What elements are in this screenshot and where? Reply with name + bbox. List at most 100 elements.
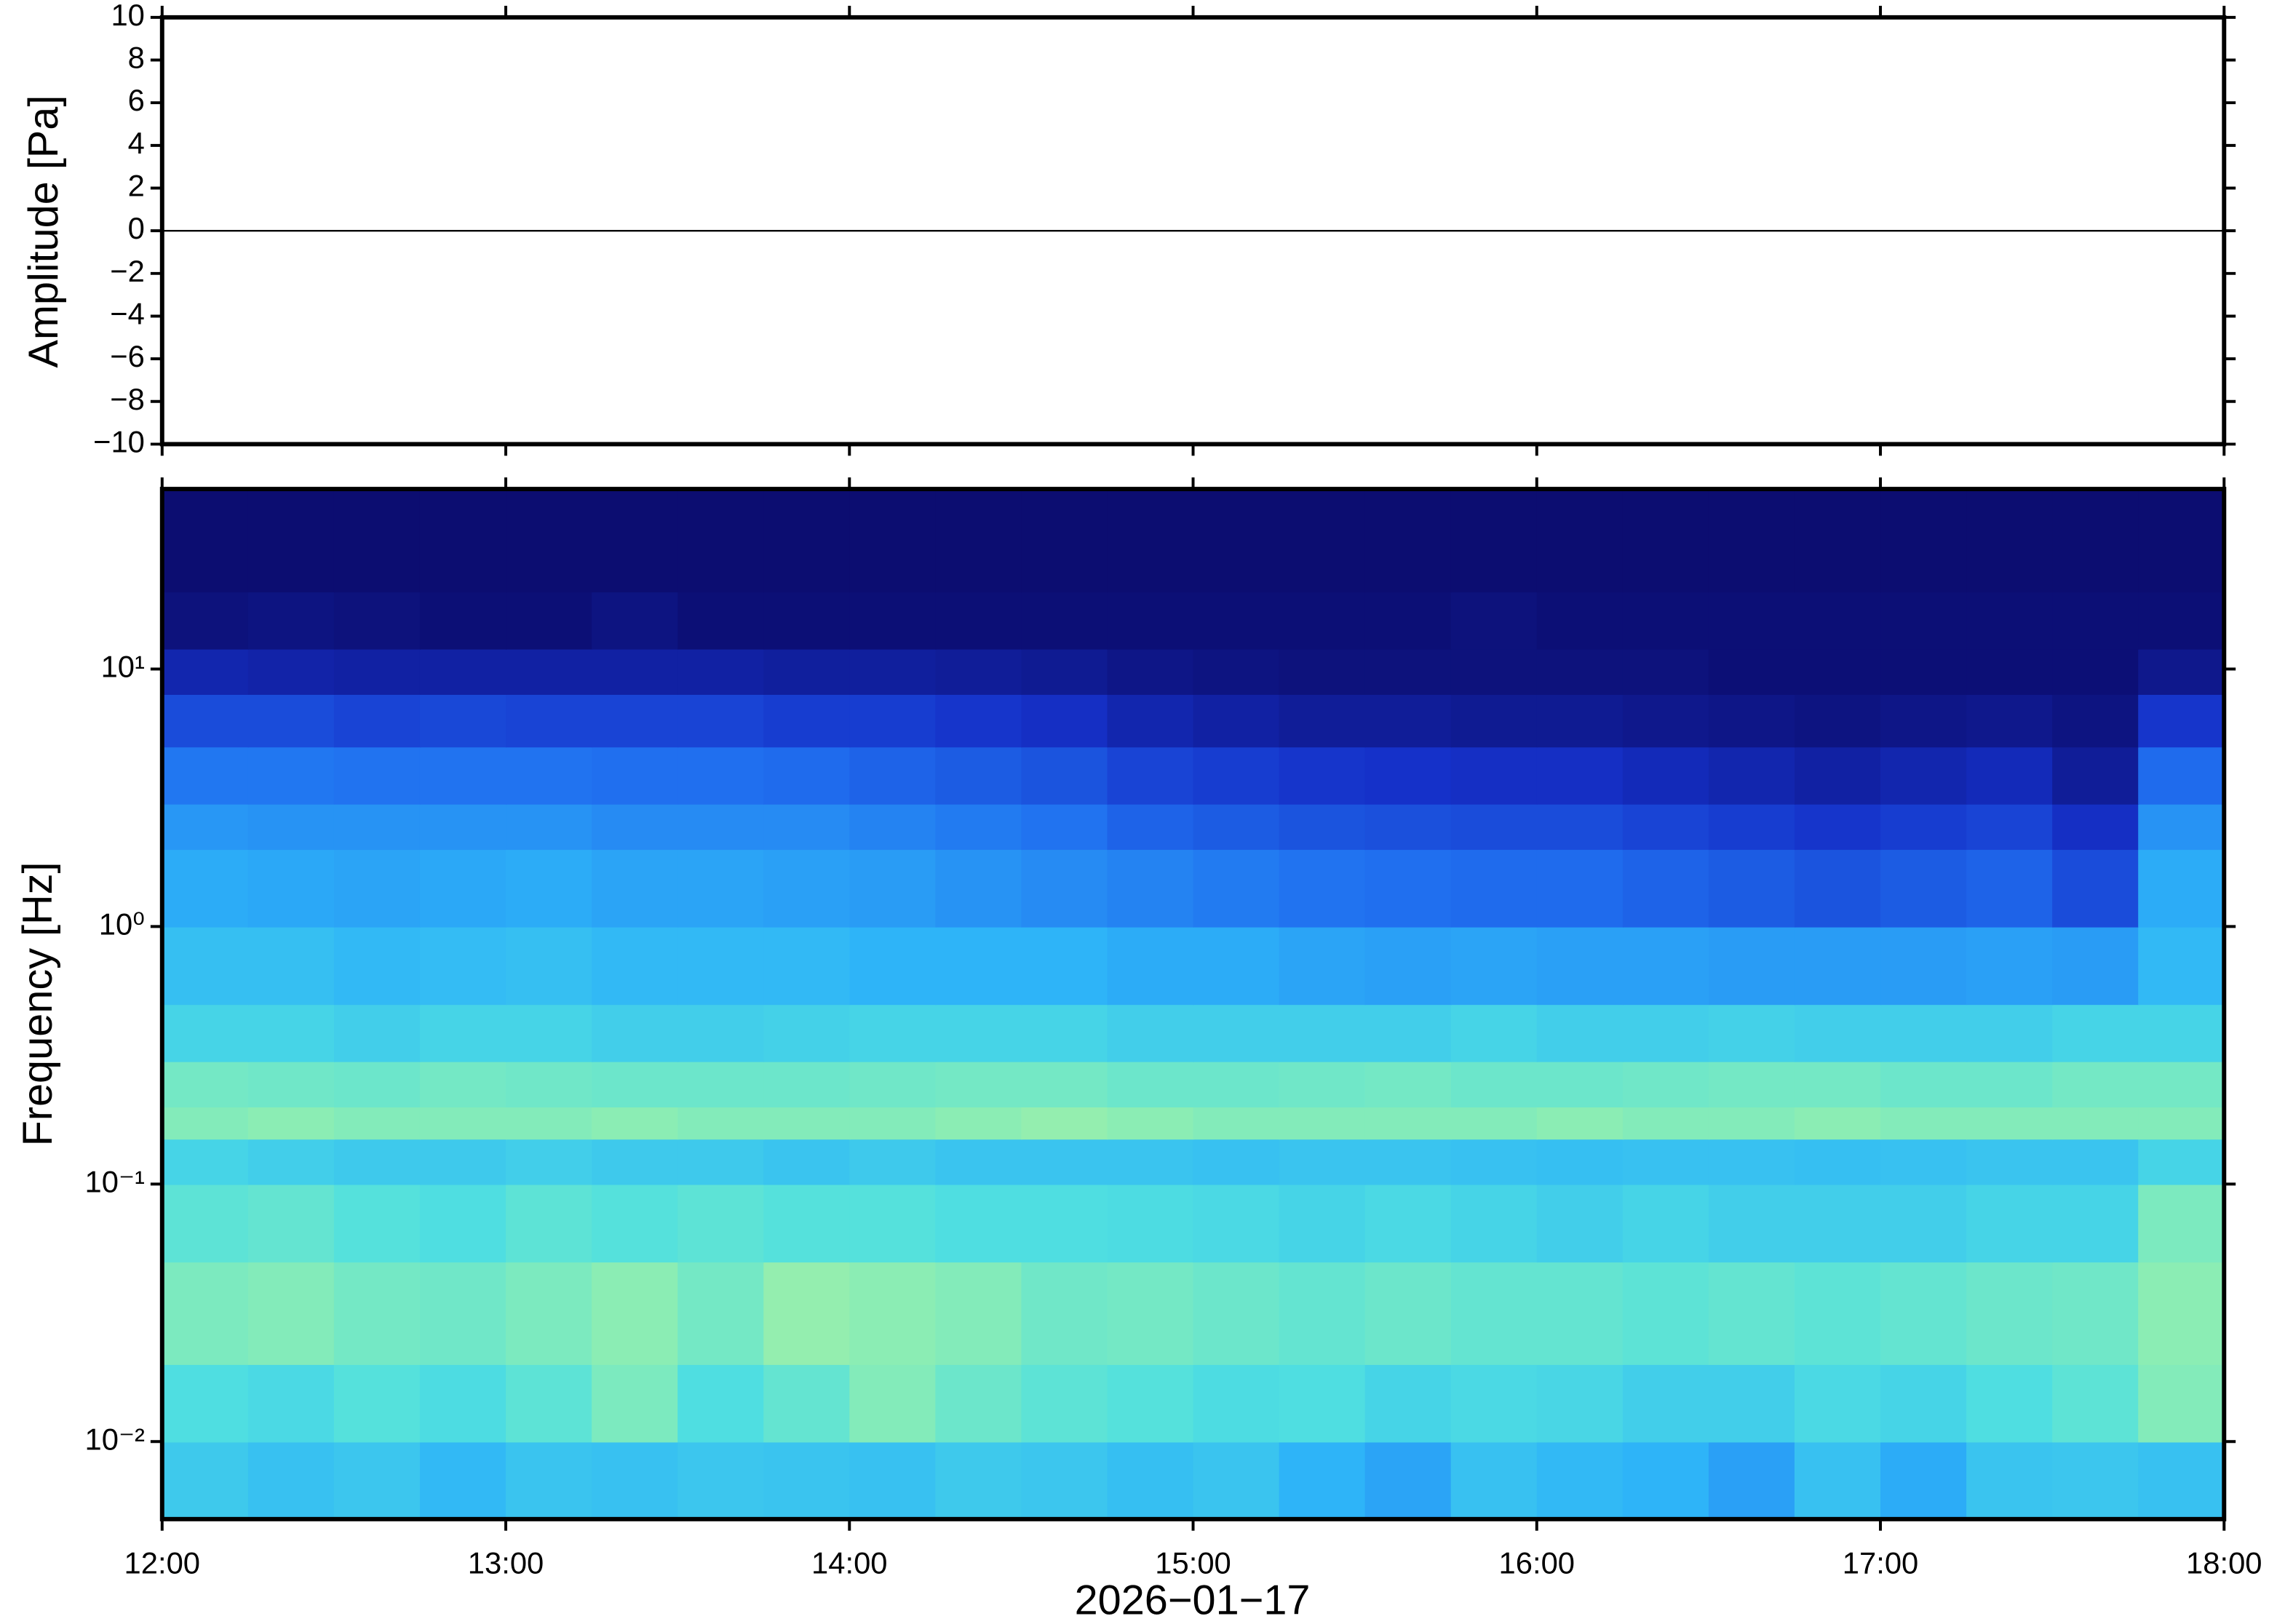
spectrogram-cell: [1450, 747, 1538, 805]
spectrogram-cell: [677, 1139, 765, 1185]
spectrogram-cell: [506, 848, 593, 928]
spectrogram-cell: [1880, 1003, 1968, 1062]
spectrogram-cell: [506, 1106, 593, 1140]
spectrogram-cell: [419, 848, 507, 928]
spectrogram-cell: [1966, 591, 2054, 650]
spectrogram-cell: [1536, 1184, 1624, 1263]
spectrogram-cell: [935, 693, 1022, 748]
spectrogram-cell: [333, 693, 421, 748]
spectrogram-cell: [333, 1261, 421, 1365]
spectrogram-cell: [506, 1139, 593, 1185]
spectrogram-cell: [1193, 747, 1280, 805]
spectrogram-cell: [162, 926, 250, 1006]
spectrogram-cell: [1107, 1441, 1194, 1521]
spectrogram-cell: [419, 591, 507, 650]
spectrogram-cell: [1450, 648, 1538, 695]
spectrogram-cell: [1193, 1061, 1280, 1108]
spectrogram-cell: [592, 693, 679, 748]
spectrogram-cell: [1021, 1184, 1108, 1263]
spectrogram-cell: [763, 848, 851, 928]
spectrogram-cell: [1107, 1261, 1194, 1365]
spectrogram-cell: [1622, 591, 1710, 650]
spectrogram-cell: [1536, 926, 1624, 1006]
spectrogram-cell: [935, 926, 1022, 1006]
spectrogram-cell: [2138, 1061, 2225, 1108]
spectrogram-cell: [677, 1003, 765, 1062]
spectrogram-cell: [677, 1106, 765, 1140]
spectrogram-cell: [1880, 1261, 1968, 1365]
spectrogram-cell: [162, 848, 250, 928]
spectrogram-cell: [1880, 1364, 1968, 1443]
spectrogram-cell: [1880, 1184, 1968, 1263]
spectrogram-cell: [2052, 926, 2139, 1006]
spectrogram-cell: [162, 693, 250, 748]
spectrogram-cell: [506, 648, 593, 695]
spectrogram-cell: [1880, 648, 1968, 695]
spectrogram-cell: [1794, 747, 1882, 805]
spectrogram-cell: [592, 591, 679, 650]
spectrogram-cell: [1193, 489, 1280, 593]
spectrogram-cell: [763, 747, 851, 805]
spectrogram-cell: [506, 1184, 593, 1263]
spectrogram-cell: [506, 489, 593, 593]
spectrogram-cell: [1536, 1441, 1624, 1521]
spectrogram-cell: [592, 926, 679, 1006]
y-tick-label: 8: [128, 41, 145, 75]
spectrogram-cell: [247, 1261, 335, 1365]
spectrogram-cell: [506, 1441, 593, 1521]
spectrogram-cell: [1966, 1061, 2054, 1108]
spectrogram-cell: [677, 1184, 765, 1263]
spectrogram-cell: [1622, 1106, 1710, 1140]
spectrogram-cell: [419, 693, 507, 748]
spectrogram-cell: [849, 648, 937, 695]
spectrogram-cell: [2138, 591, 2225, 650]
spectrogram-cell: [1708, 1003, 1796, 1062]
spectrogram-cell: [1880, 803, 1968, 851]
spectrogram-cell: [1880, 926, 1968, 1006]
spectrogram-cell: [1794, 1441, 1882, 1521]
spectrogram-cell: [2052, 1261, 2139, 1365]
spectrogram-cell: [592, 803, 679, 851]
y-tick-label: 10⁰: [99, 907, 145, 941]
spectrogram-cell: [935, 1441, 1022, 1521]
spectrogram-cell: [1966, 1184, 2054, 1263]
spectrogram-cell: [763, 1106, 851, 1140]
spectrogram-cell: [849, 1261, 937, 1365]
spectrogram-cell: [2052, 1003, 2139, 1062]
spectrogram-cell: [2052, 1364, 2139, 1443]
spectrogram-cell: [333, 848, 421, 928]
y-tick-label: −8: [110, 382, 145, 416]
spectrogram-cell: [333, 1184, 421, 1263]
spectrogram-cell: [162, 1106, 250, 1140]
spectrogram-cell: [1536, 1003, 1624, 1062]
spectrogram-cell: [1880, 747, 1968, 805]
spectrogram-cell: [1794, 926, 1882, 1006]
spectrogram-cell: [935, 1139, 1022, 1185]
y-tick-label: −6: [110, 339, 145, 373]
spectrogram-cell: [1450, 926, 1538, 1006]
spectrogram-cell: [763, 803, 851, 851]
spectrogram-cell: [1622, 1261, 1710, 1365]
spectrogram-cell: [1450, 803, 1538, 851]
spectrogram-cell: [1966, 693, 2054, 748]
spectrogram-cell: [1622, 1184, 1710, 1263]
spectrogram-cell: [1107, 1184, 1194, 1263]
spectrogram-cell: [1708, 1261, 1796, 1365]
spectrogram-cell: [935, 1061, 1022, 1108]
spectrogram-cell: [1193, 591, 1280, 650]
spectrogram-cell: [849, 747, 937, 805]
spectrogram-cell: [162, 591, 250, 650]
spectrogram-cell: [1193, 1139, 1280, 1185]
spectrogram-cell: [1794, 1139, 1882, 1185]
spectrogram-cell: [1536, 693, 1624, 748]
spectrogram-cell: [935, 1003, 1022, 1062]
spectrogram-cell: [1708, 926, 1796, 1006]
spectrogram-cell: [1107, 1003, 1194, 1062]
spectrogram-cell: [419, 1261, 507, 1365]
spectrogram-cell: [2138, 1003, 2225, 1062]
spectrogram-cell: [247, 747, 335, 805]
spectrogram-cell: [1279, 693, 1366, 748]
spectrogram-cell: [247, 803, 335, 851]
spectrogram-cell: [1021, 1139, 1108, 1185]
spectrogram-cell: [849, 1364, 937, 1443]
